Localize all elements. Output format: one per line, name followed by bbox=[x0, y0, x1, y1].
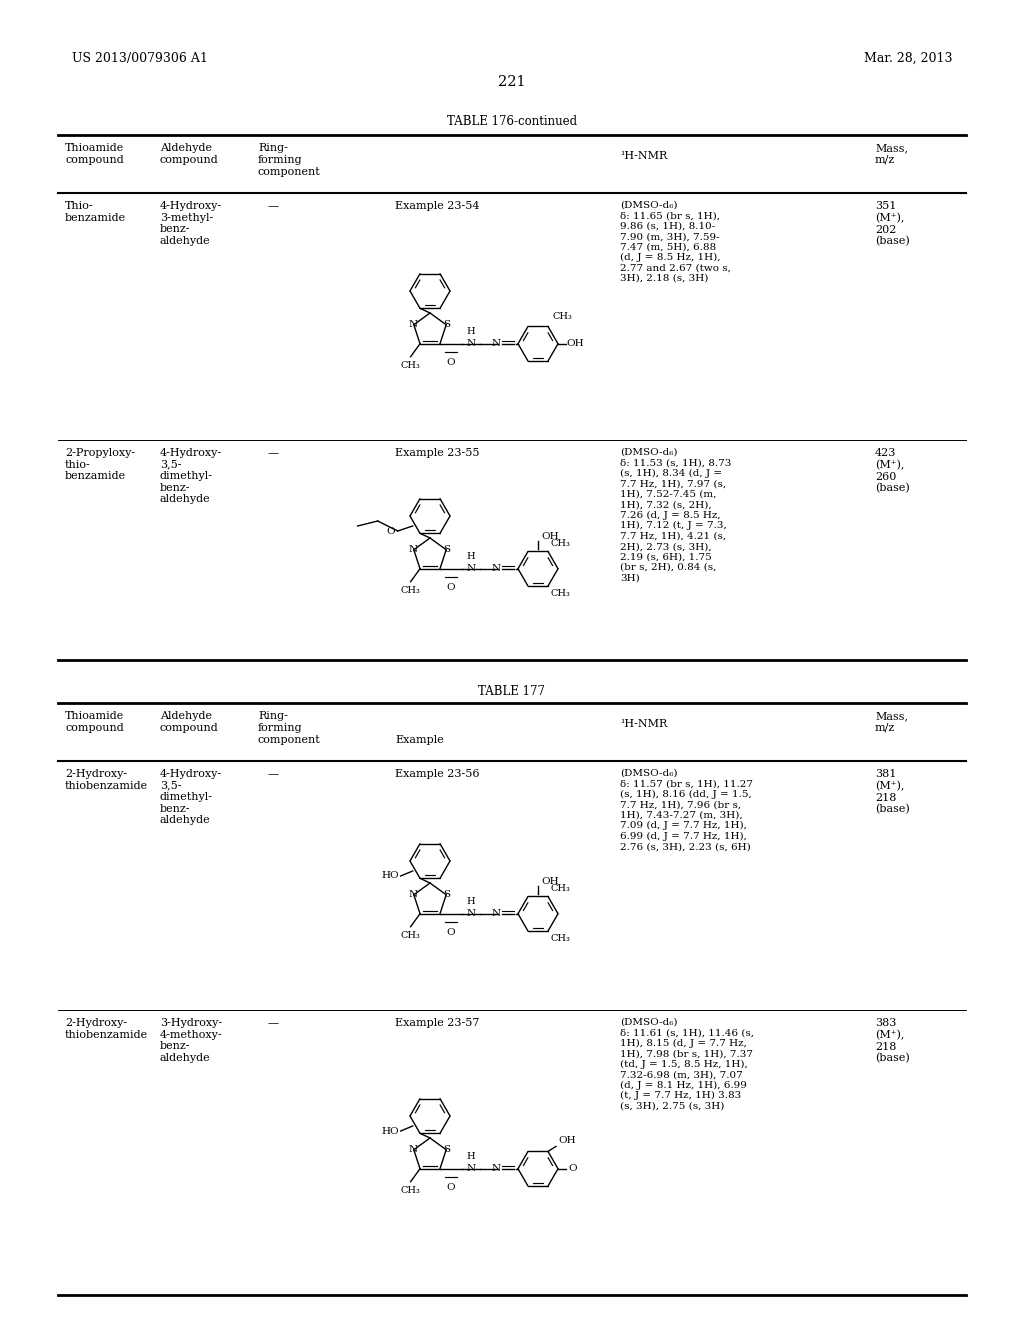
Text: Example 23-56: Example 23-56 bbox=[395, 770, 479, 779]
Text: 4-Hydroxy-
3,5-
dimethyl-
benz-
aldehyde: 4-Hydroxy- 3,5- dimethyl- benz- aldehyde bbox=[160, 770, 222, 825]
Text: Thioamide: Thioamide bbox=[65, 143, 124, 153]
Text: 4-Hydroxy-
3,5-
dimethyl-
benz-
aldehyde: 4-Hydroxy- 3,5- dimethyl- benz- aldehyde bbox=[160, 447, 222, 504]
Text: N: N bbox=[409, 545, 418, 554]
Text: component: component bbox=[258, 168, 321, 177]
Text: 4-Hydroxy-
3-methyl-
benz-
aldehyde: 4-Hydroxy- 3-methyl- benz- aldehyde bbox=[160, 201, 222, 246]
Text: compound: compound bbox=[65, 723, 124, 733]
Text: 2-Hydroxy-
thiobenzamide: 2-Hydroxy- thiobenzamide bbox=[65, 770, 148, 791]
Text: N: N bbox=[492, 909, 501, 919]
Text: ¹H-NMR: ¹H-NMR bbox=[620, 150, 668, 161]
Text: O: O bbox=[446, 358, 456, 367]
Text: 221: 221 bbox=[499, 75, 525, 88]
Text: N: N bbox=[409, 890, 418, 899]
Text: Mass,: Mass, bbox=[874, 143, 908, 153]
Text: CH₃: CH₃ bbox=[551, 884, 570, 894]
Text: Aldehyde: Aldehyde bbox=[160, 711, 212, 721]
Text: N: N bbox=[466, 564, 475, 573]
Text: N: N bbox=[409, 321, 418, 329]
Text: Example 23-55: Example 23-55 bbox=[395, 447, 479, 458]
Text: Example: Example bbox=[395, 735, 443, 744]
Text: 2-Hydroxy-
thiobenzamide: 2-Hydroxy- thiobenzamide bbox=[65, 1018, 148, 1040]
Text: (DMSO-d₆)
δ: 11.57 (br s, 1H), 11.27
(s, 1H), 8.16 (dd, J = 1.5,
7.7 Hz, 1H), 7.: (DMSO-d₆) δ: 11.57 (br s, 1H), 11.27 (s,… bbox=[620, 770, 753, 851]
Text: 3-Hydroxy-
4-methoxy-
benz-
aldehyde: 3-Hydroxy- 4-methoxy- benz- aldehyde bbox=[160, 1018, 222, 1063]
Text: Mar. 28, 2013: Mar. 28, 2013 bbox=[863, 51, 952, 65]
Text: N: N bbox=[466, 339, 475, 348]
Text: H: H bbox=[467, 896, 475, 906]
Text: Mass,: Mass, bbox=[874, 711, 908, 721]
Text: Example 23-54: Example 23-54 bbox=[395, 201, 479, 211]
Text: N: N bbox=[492, 564, 501, 573]
Text: Aldehyde: Aldehyde bbox=[160, 143, 212, 153]
Text: 423
(M⁺),
260
(base): 423 (M⁺), 260 (base) bbox=[874, 447, 909, 494]
Text: —: — bbox=[268, 201, 280, 211]
Text: (DMSO-d₆)
δ: 11.61 (s, 1H), 11.46 (s,
1H), 8.15 (d, J = 7.7 Hz,
1H), 7.98 (br s,: (DMSO-d₆) δ: 11.61 (s, 1H), 11.46 (s, 1H… bbox=[620, 1018, 754, 1111]
Text: CH₃: CH₃ bbox=[400, 1185, 421, 1195]
Text: OH: OH bbox=[558, 1137, 575, 1146]
Text: CH₃: CH₃ bbox=[551, 589, 570, 598]
Text: O: O bbox=[386, 527, 394, 536]
Text: US 2013/0079306 A1: US 2013/0079306 A1 bbox=[72, 51, 208, 65]
Text: forming: forming bbox=[258, 723, 303, 733]
Text: m/z: m/z bbox=[874, 154, 895, 165]
Text: N: N bbox=[466, 1164, 475, 1173]
Text: CH₃: CH₃ bbox=[553, 313, 572, 322]
Text: Example 23-57: Example 23-57 bbox=[395, 1018, 479, 1028]
Text: CH₃: CH₃ bbox=[551, 935, 570, 942]
Text: component: component bbox=[258, 735, 321, 744]
Text: TABLE 176-continued: TABLE 176-continued bbox=[446, 115, 578, 128]
Text: 381
(M⁺),
218
(base): 381 (M⁺), 218 (base) bbox=[874, 770, 909, 814]
Text: S: S bbox=[443, 1146, 451, 1154]
Text: O: O bbox=[568, 1164, 577, 1173]
Text: N: N bbox=[466, 909, 475, 919]
Text: N: N bbox=[492, 1164, 501, 1173]
Text: forming: forming bbox=[258, 154, 303, 165]
Text: S: S bbox=[443, 321, 451, 329]
Text: S: S bbox=[443, 890, 451, 899]
Text: —: — bbox=[268, 1018, 280, 1028]
Text: m/z: m/z bbox=[874, 723, 895, 733]
Text: N: N bbox=[409, 1146, 418, 1154]
Text: N: N bbox=[492, 339, 501, 348]
Text: O: O bbox=[446, 1183, 456, 1192]
Text: compound: compound bbox=[160, 154, 219, 165]
Text: H: H bbox=[467, 552, 475, 561]
Text: TABLE 177: TABLE 177 bbox=[478, 685, 546, 698]
Text: HO: HO bbox=[381, 1126, 398, 1135]
Text: OH: OH bbox=[566, 339, 584, 348]
Text: 2-Propyloxy-
thio-
benzamide: 2-Propyloxy- thio- benzamide bbox=[65, 447, 135, 482]
Text: OH: OH bbox=[541, 876, 559, 886]
Text: (DMSO-d₆)
δ: 11.65 (br s, 1H),
9.86 (s, 1H), 8.10-
7.90 (m, 3H), 7.59-
7.47 (m, : (DMSO-d₆) δ: 11.65 (br s, 1H), 9.86 (s, … bbox=[620, 201, 731, 282]
Text: Ring-: Ring- bbox=[258, 711, 288, 721]
Text: ¹H-NMR: ¹H-NMR bbox=[620, 719, 668, 729]
Text: —: — bbox=[268, 447, 280, 458]
Text: compound: compound bbox=[65, 154, 124, 165]
Text: CH₃: CH₃ bbox=[551, 540, 570, 548]
Text: H: H bbox=[467, 1152, 475, 1160]
Text: CH₃: CH₃ bbox=[400, 586, 421, 595]
Text: (DMSO-d₆)
δ: 11.53 (s, 1H), 8.73
(s, 1H), 8.34 (d, J =
7.7 Hz, 1H), 7.97 (s,
1H): (DMSO-d₆) δ: 11.53 (s, 1H), 8.73 (s, 1H)… bbox=[620, 447, 731, 582]
Text: Ring-: Ring- bbox=[258, 143, 288, 153]
Text: S: S bbox=[443, 545, 451, 554]
Text: 351
(M⁺),
202
(base): 351 (M⁺), 202 (base) bbox=[874, 201, 909, 247]
Text: 383
(M⁺),
218
(base): 383 (M⁺), 218 (base) bbox=[874, 1018, 909, 1064]
Text: HO: HO bbox=[381, 871, 398, 880]
Text: O: O bbox=[446, 582, 456, 591]
Text: O: O bbox=[446, 928, 456, 937]
Text: CH₃: CH₃ bbox=[400, 360, 421, 370]
Text: Thioamide: Thioamide bbox=[65, 711, 124, 721]
Text: OH: OH bbox=[541, 532, 559, 541]
Text: Thio-
benzamide: Thio- benzamide bbox=[65, 201, 126, 223]
Text: H: H bbox=[467, 327, 475, 335]
Text: —: — bbox=[268, 770, 280, 779]
Text: compound: compound bbox=[160, 723, 219, 733]
Text: CH₃: CH₃ bbox=[400, 931, 421, 940]
